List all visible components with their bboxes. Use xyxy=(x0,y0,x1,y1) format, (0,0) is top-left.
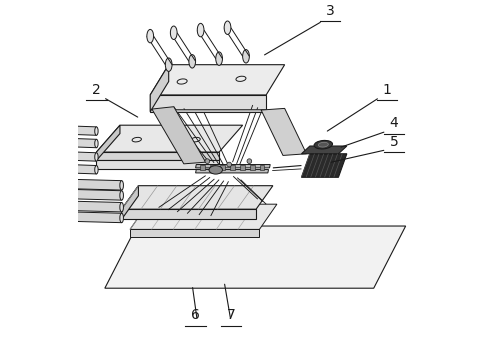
Bar xyxy=(260,164,265,170)
Polygon shape xyxy=(122,209,256,219)
Bar xyxy=(230,164,235,170)
Polygon shape xyxy=(71,201,122,212)
Ellipse shape xyxy=(120,181,123,190)
Polygon shape xyxy=(122,186,138,219)
Bar xyxy=(200,164,205,170)
Ellipse shape xyxy=(170,26,177,40)
Polygon shape xyxy=(261,108,307,155)
Ellipse shape xyxy=(69,212,73,222)
Ellipse shape xyxy=(314,140,333,149)
Text: 3: 3 xyxy=(326,4,335,18)
Bar xyxy=(250,164,255,170)
Ellipse shape xyxy=(147,29,154,43)
Polygon shape xyxy=(150,95,266,112)
Ellipse shape xyxy=(216,52,222,65)
Polygon shape xyxy=(172,110,266,113)
Polygon shape xyxy=(96,152,219,161)
Ellipse shape xyxy=(95,139,98,148)
Ellipse shape xyxy=(69,180,73,189)
Ellipse shape xyxy=(95,127,98,135)
Ellipse shape xyxy=(224,21,231,34)
Ellipse shape xyxy=(69,190,73,199)
Bar xyxy=(240,164,245,170)
Polygon shape xyxy=(49,138,96,148)
Text: 2: 2 xyxy=(92,83,101,97)
Polygon shape xyxy=(49,125,96,135)
Polygon shape xyxy=(71,179,122,190)
Text: 5: 5 xyxy=(390,135,398,149)
Polygon shape xyxy=(49,164,96,174)
Bar xyxy=(210,164,215,170)
Ellipse shape xyxy=(95,165,98,174)
Polygon shape xyxy=(152,107,206,164)
Ellipse shape xyxy=(120,191,123,200)
Circle shape xyxy=(227,162,232,167)
Text: 1: 1 xyxy=(383,83,392,97)
Text: 4: 4 xyxy=(390,116,398,130)
Polygon shape xyxy=(302,146,347,154)
Polygon shape xyxy=(150,65,285,95)
Ellipse shape xyxy=(95,153,98,161)
Ellipse shape xyxy=(69,202,73,211)
Polygon shape xyxy=(150,65,169,112)
Text: 7: 7 xyxy=(226,309,235,323)
Ellipse shape xyxy=(197,23,204,37)
Polygon shape xyxy=(122,186,273,209)
Polygon shape xyxy=(96,161,219,169)
Text: 6: 6 xyxy=(191,309,200,323)
Circle shape xyxy=(205,159,210,164)
Polygon shape xyxy=(196,169,269,173)
Ellipse shape xyxy=(48,164,51,173)
Ellipse shape xyxy=(243,49,249,63)
Bar xyxy=(220,164,225,170)
Ellipse shape xyxy=(48,126,51,134)
Polygon shape xyxy=(49,151,96,161)
Ellipse shape xyxy=(48,152,51,160)
Polygon shape xyxy=(96,125,243,152)
Polygon shape xyxy=(302,154,347,177)
Polygon shape xyxy=(130,229,259,237)
Ellipse shape xyxy=(189,55,196,68)
Ellipse shape xyxy=(120,203,123,212)
Ellipse shape xyxy=(165,58,172,71)
Ellipse shape xyxy=(318,142,328,147)
Ellipse shape xyxy=(120,213,123,223)
Ellipse shape xyxy=(209,166,222,174)
Polygon shape xyxy=(105,226,406,288)
Ellipse shape xyxy=(48,138,51,147)
Polygon shape xyxy=(196,164,270,168)
Circle shape xyxy=(247,159,252,164)
Polygon shape xyxy=(71,212,122,223)
Polygon shape xyxy=(71,189,122,200)
Polygon shape xyxy=(130,204,277,229)
Polygon shape xyxy=(96,125,120,161)
